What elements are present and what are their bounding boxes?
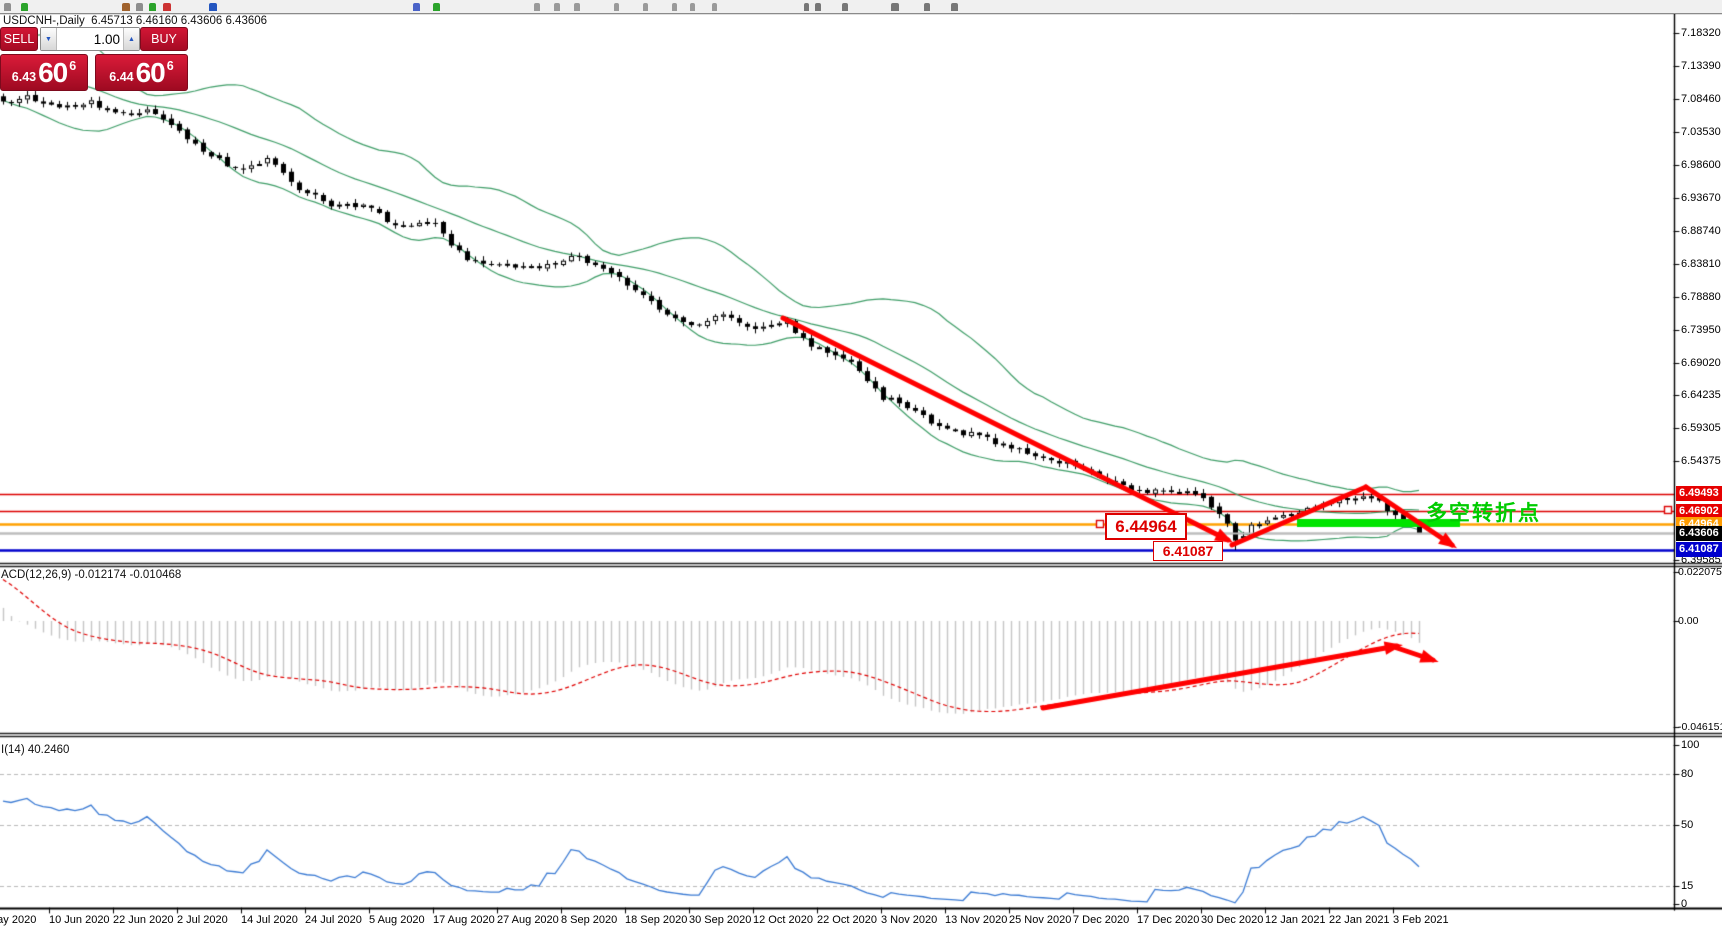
time-axis-label: 12 Jan 2021 (1265, 914, 1326, 926)
time-axis-label: 24 Jul 2020 (305, 914, 362, 926)
rsi-axis-label: 0 (1681, 898, 1688, 910)
time-axis-label: 5 Aug 2020 (369, 914, 425, 926)
macd-axis-label: 0.022075 (1678, 566, 1722, 578)
price-axis-label: 6.93670 (1681, 192, 1721, 204)
price-tag: 6.41087 (1676, 542, 1722, 558)
period-d-icon[interactable] (924, 3, 930, 11)
new-order-icon[interactable] (4, 3, 11, 11)
low-price-label[interactable]: 6.41087 (1153, 541, 1223, 561)
candle-chart-icon[interactable] (554, 3, 560, 11)
rsi-axis-label: 15 (1681, 880, 1694, 892)
price-axis-label: 7.08460 (1681, 93, 1721, 105)
hline-icon[interactable] (690, 3, 695, 11)
macd-axis-label: -0.046151 (1678, 721, 1722, 733)
period-m-icon[interactable] (842, 3, 848, 11)
buy-price-pips: 60 (135, 56, 166, 88)
buy-button[interactable]: BUY (140, 27, 188, 51)
time-axis-label: 2 Jul 2020 (177, 914, 228, 926)
time-axis-label: 10 Jun 2020 (49, 914, 110, 926)
crosshair-icon[interactable] (643, 3, 648, 11)
zoom-in-icon[interactable] (413, 3, 420, 11)
chart-window-icon[interactable] (21, 3, 28, 11)
buy-price-point: 6 (166, 59, 174, 73)
sell-price-point: 6 (69, 59, 77, 73)
macd-indicator-label: ACD(12,26,9) -0.012174 -0.010468 (1, 569, 182, 581)
volume-increase-button[interactable]: ▲ (123, 28, 139, 50)
time-axis-label: 12 Oct 2020 (753, 914, 813, 926)
time-axis-label: 22 Jan 2021 (1329, 914, 1390, 926)
rsi-axis-label: 50 (1681, 819, 1694, 831)
toolbar (0, 0, 1722, 14)
price-axis-label: 7.03530 (1681, 126, 1721, 138)
timeframe-icon[interactable] (209, 3, 217, 11)
time-axis-label: 30 Dec 2020 (1201, 914, 1264, 926)
line-chart-icon[interactable] (574, 3, 580, 11)
price-axis-label: 6.54375 (1681, 455, 1721, 468)
price-tag: 6.46902 (1676, 503, 1722, 519)
volume-decrease-button[interactable]: ▼ (41, 28, 57, 50)
support-price-label[interactable]: 6.44964 (1105, 513, 1187, 540)
price-tag: 6.43606 (1676, 525, 1722, 541)
time-axis-label: 17 Aug 2020 (433, 914, 495, 926)
price-axis-label: 6.78880 (1681, 291, 1721, 303)
price-axis-label: 7.18320 (1681, 27, 1721, 39)
time-axis-label: 22 Oct 2020 (817, 914, 877, 926)
price-tag: 6.49493 (1676, 486, 1722, 502)
rsi-axis-label: 80 (1681, 768, 1694, 780)
price-axis-label: 6.88740 (1681, 225, 1721, 237)
time-axis-label: 8 Sep 2020 (561, 914, 618, 926)
time-axis-label: 14 Jul 2020 (241, 914, 298, 926)
sell-button[interactable]: SELL (0, 27, 38, 51)
time-axis-label: 18 Sep 2020 (625, 914, 688, 926)
sell-price-prefix: 6.43 (11, 70, 37, 84)
time-axis-label: 3 Feb 2021 (1393, 914, 1449, 926)
time-axis-label: 17 Dec 2020 (1137, 914, 1200, 926)
price-axis-label: 6.69020 (1681, 357, 1721, 369)
rsi-axis-label: 100 (1681, 739, 1700, 751)
price-axis-label: 7.13390 (1681, 60, 1721, 72)
time-axis-label: 7 Dec 2020 (1073, 914, 1130, 926)
zoom-out-icon[interactable] (433, 3, 440, 11)
fibo-icon[interactable] (712, 3, 717, 11)
sell-price-pips: 60 (38, 56, 68, 88)
one-click-trading-panel: SELL ▼ ▲ BUY 6.43 60 6 6.44 60 6 (0, 27, 188, 91)
price-axis-label: 6.73950 (1681, 324, 1721, 336)
time-axis-label: May 2020 (0, 914, 37, 926)
buy-price-prefix: 6.44 (109, 70, 134, 84)
chart-title: USDCNH-,Daily 6.45713 6.46160 6.43606 6.… (3, 15, 268, 27)
rsi-indicator-label: I(14) 40.2460 (1, 744, 70, 756)
price-axis-label: 6.64235 (1681, 389, 1721, 402)
trade-panel-top-row: SELL ▼ ▲ BUY (0, 27, 188, 51)
time-axis-label: 13 Nov 2020 (945, 914, 1008, 926)
time-axis-label: 3 Nov 2020 (881, 914, 938, 926)
profiles-icon[interactable] (149, 3, 156, 11)
new-chart-icon[interactable] (136, 3, 143, 11)
time-axis-label: 27 Aug 2020 (497, 914, 559, 926)
price-axis-label: 6.98600 (1681, 159, 1721, 171)
volume-input[interactable] (57, 28, 123, 50)
turning-point-annotation[interactable]: 多空转折点 (1426, 502, 1541, 525)
time-axis-label: 30 Sep 2020 (689, 914, 752, 926)
price-axis-label: 6.59305 (1681, 422, 1721, 435)
bar-chart-icon[interactable] (534, 3, 540, 11)
indicators-icon[interactable] (163, 3, 171, 11)
arrow-tool-icon[interactable] (815, 3, 821, 11)
trendline-icon[interactable] (672, 3, 677, 11)
time-axis-label: 25 Nov 2020 (1009, 914, 1072, 926)
time-axis-label: 22 Jun 2020 (113, 914, 174, 926)
volume-control: ▼ ▲ (40, 27, 140, 51)
cursor-icon[interactable] (614, 3, 619, 11)
period-h-icon[interactable] (891, 3, 899, 11)
autotrading-icon[interactable] (122, 3, 130, 11)
text-tool-icon[interactable] (804, 3, 809, 11)
period-w-icon[interactable] (951, 3, 958, 11)
buy-price-button[interactable]: 6.44 60 6 (95, 54, 188, 91)
sell-price-button[interactable]: 6.43 60 6 (0, 54, 88, 91)
macd-axis-label: 0.00 (1678, 615, 1699, 627)
trade-panel-price-row: 6.43 60 6 6.44 60 6 (0, 54, 188, 91)
price-axis-label: 6.83810 (1681, 258, 1721, 270)
